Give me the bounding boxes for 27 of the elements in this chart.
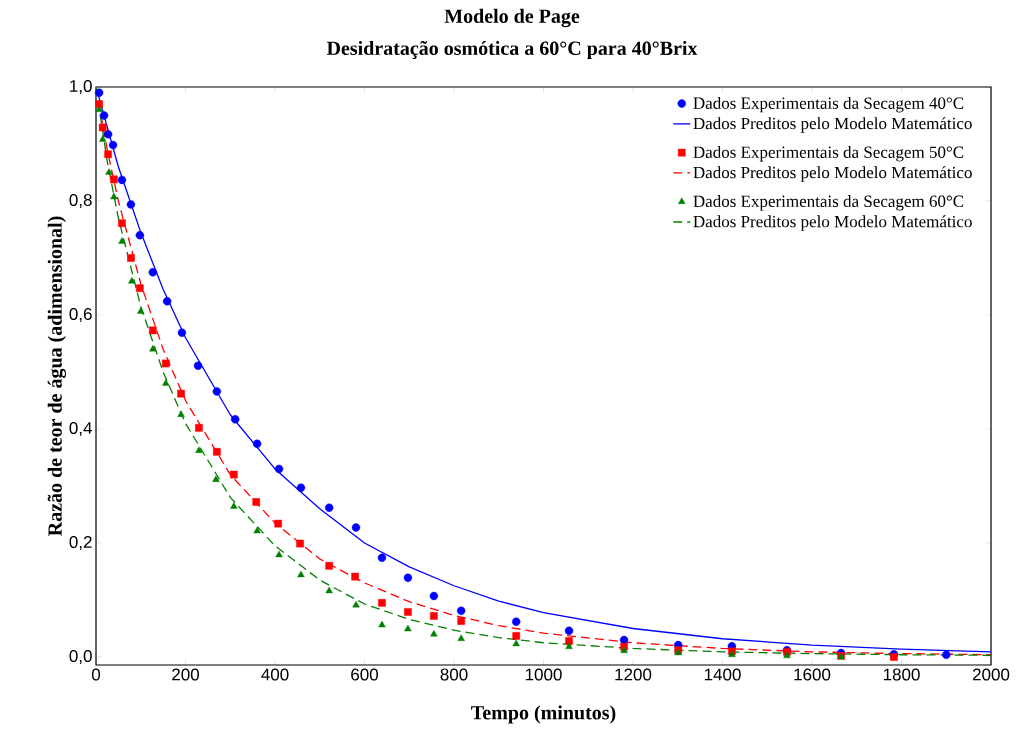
y-tick-label: 0,2 xyxy=(69,535,92,551)
x-tick-label: 600 xyxy=(351,668,379,681)
x-tick-label: 200 xyxy=(172,668,200,681)
legend-label: Dados Preditos pelo Modelo Matemático xyxy=(693,215,972,231)
x-tick-label: 400 xyxy=(261,668,289,681)
legend-label: Dados Experimentais da Secagem 60°C xyxy=(693,195,964,211)
y-tick-label: 0,0 xyxy=(69,649,92,665)
x-tick-label: 1600 xyxy=(794,668,831,681)
x-tick-label: 1800 xyxy=(883,668,920,681)
legend-label: Dados Preditos pelo Modelo Matemático xyxy=(693,117,972,133)
x-tick-label: 1400 xyxy=(704,668,741,681)
chart-subtitle: Desidratação osmótica a 60°C para 40°Brix xyxy=(326,40,698,60)
y-axis-title: Razão de teor de água (adimensional) xyxy=(47,216,67,536)
chart-title: Modelo de Page xyxy=(444,8,580,28)
y-tick-label: 1,0 xyxy=(70,79,92,94)
legend-label: Dados Preditos pelo Modelo Matemático xyxy=(693,166,972,182)
legend-label: Dados Experimentais da Secagem 40°C xyxy=(693,96,964,113)
x-tick-label: 1000 xyxy=(525,668,562,681)
y-tick-label: 0,4 xyxy=(69,421,92,437)
y-tick-label: 0,6 xyxy=(69,307,92,323)
x-axis-title: Tempo (minutos) xyxy=(471,705,616,724)
x-tick-label: 0 xyxy=(91,668,101,681)
x-tick-label: 2000 xyxy=(972,668,1010,681)
x-tick-label: 800 xyxy=(440,668,468,681)
x-tick-label: 1200 xyxy=(615,668,652,681)
legend-label: Dados Experimentais da Secagem 50°C xyxy=(693,146,964,162)
y-tick-label: 0,8 xyxy=(69,193,92,209)
